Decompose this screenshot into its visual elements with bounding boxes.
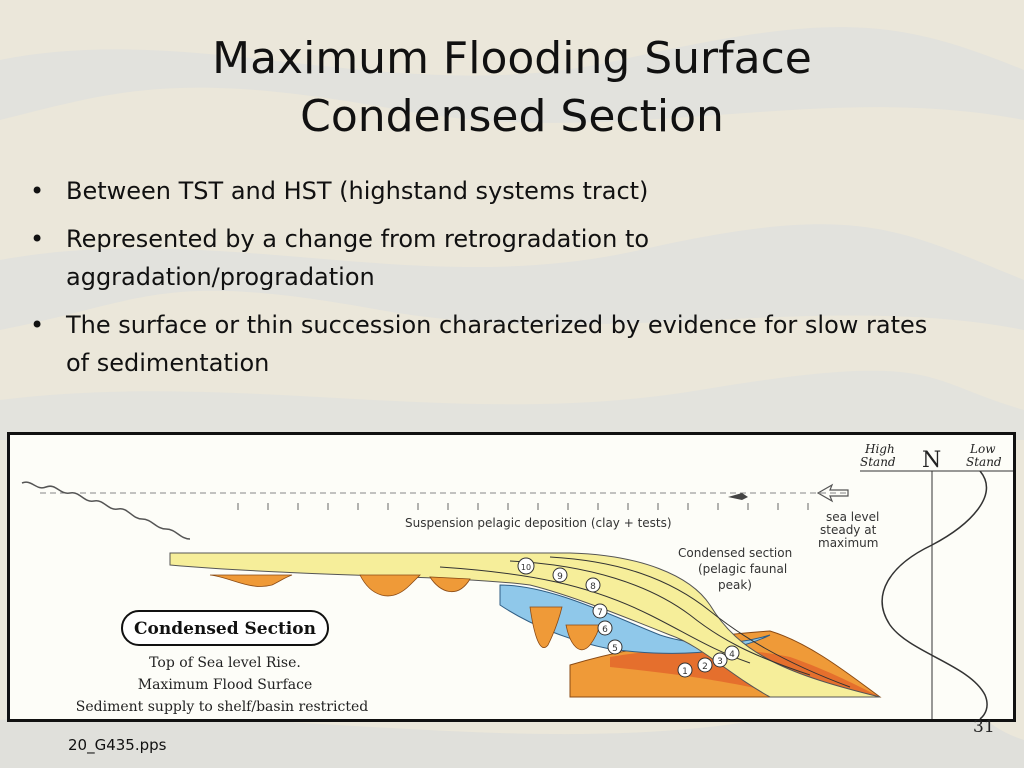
unit-number: 1	[682, 667, 688, 677]
condensed-label-line: Condensed section	[678, 546, 792, 560]
slide-title: Maximum Flooding Surface Condensed Secti…	[0, 30, 1024, 146]
footer-filename: 20_G435.pps	[68, 736, 167, 754]
unit-number: 7	[597, 608, 603, 618]
unit-number: 6	[602, 625, 608, 635]
box-line: Sediment supply to shelf/basin restricte…	[76, 699, 368, 715]
clinoform-line	[509, 560, 811, 676]
unit-number: 5	[612, 644, 618, 654]
unit-number: 3	[717, 657, 723, 667]
orange-fill-shelf	[359, 574, 421, 597]
unit-number: 8	[590, 582, 596, 592]
bullet-text: Represented by a change from retrogradat…	[66, 225, 650, 291]
clinoform-line	[439, 566, 751, 664]
bullet-text: Between TST and HST (highstand systems t…	[66, 177, 649, 205]
condensed-section-diagram: Suspension pelagic deposition (clay + te…	[7, 432, 1016, 722]
numbered-units: 1 2 3 4 5 6 7 8 9 10	[517, 557, 740, 678]
orange-fill-shelf	[209, 574, 293, 587]
clinoform-line	[549, 556, 851, 688]
high-stand-label: Stand	[860, 455, 896, 469]
box-line: Maximum Flood Surface	[138, 677, 313, 693]
sea-level-label-line: maximum	[818, 536, 878, 550]
sea-level-arrow-icon	[816, 483, 849, 503]
title-line-2: Condensed Section	[300, 91, 724, 142]
suspension-label: Suspension pelagic deposition (clay + te…	[405, 516, 672, 530]
bullet-list: • Between TST and HST (highstand systems …	[30, 172, 930, 392]
bullet-text: The surface or thin succession character…	[66, 311, 928, 377]
bullet-item: • The surface or thin succession characte…	[30, 306, 930, 382]
box-line: Top of Sea level Rise.	[149, 655, 301, 671]
unit-number: 2	[702, 662, 708, 672]
bullet-dot: •	[30, 311, 45, 339]
bullet-dot: •	[30, 225, 45, 253]
unit-number: 4	[729, 650, 735, 660]
condensed-label-line: (pelagic faunal	[698, 562, 787, 576]
title-line-1: Maximum Flooding Surface	[212, 33, 812, 84]
bullet-item: • Between TST and HST (highstand systems …	[30, 172, 930, 210]
low-stand-label: Stand	[966, 455, 1002, 469]
bullet-item: • Represented by a change from retrograda…	[30, 220, 930, 296]
low-stand-label: Low	[969, 442, 996, 456]
land-surface	[21, 481, 191, 540]
box-label: Condensed Section	[134, 619, 316, 639]
unit-number: 9	[557, 572, 563, 582]
pelagic-rain-marks	[237, 503, 809, 510]
orange-fill-channel	[529, 606, 563, 648]
bullet-dot: •	[30, 177, 45, 205]
high-stand-label: High	[864, 442, 895, 456]
condensed-section-box	[121, 610, 329, 646]
orange-fill-shelf	[429, 576, 471, 592]
sea-level-label-line: steady at	[820, 523, 877, 537]
page-number: 31	[973, 717, 995, 737]
condensed-label-line: peak)	[718, 578, 752, 592]
n-label: N	[922, 448, 941, 473]
sea-level-label-line: sea level	[826, 510, 879, 524]
sea-level-curve	[881, 470, 988, 719]
diagram-svg: Suspension pelagic deposition (clay + te…	[21, 442, 1013, 719]
unit-number: 10	[521, 563, 531, 572]
fish-icon	[728, 493, 748, 500]
